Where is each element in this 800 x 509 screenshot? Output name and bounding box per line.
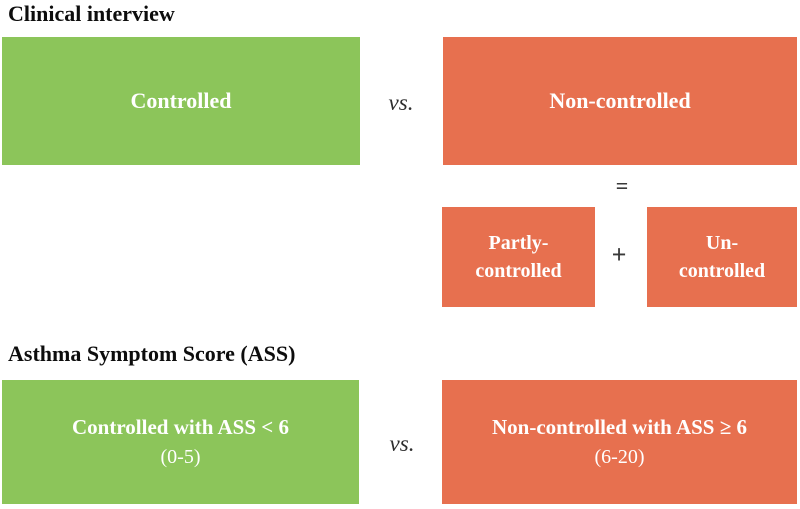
- equals-sign: =: [615, 173, 629, 198]
- un-controlled-box: Un- controlled: [647, 207, 797, 307]
- plus-sign: +: [611, 240, 627, 269]
- partly-controlled-label-line1: Partly-: [488, 232, 549, 254]
- versus-text-top: vs.: [388, 90, 414, 115]
- un-controlled-label-line1: Un-: [705, 232, 739, 254]
- partly-controlled-box: Partly- controlled: [442, 207, 595, 307]
- non-controlled-box-label: Non-controlled: [549, 88, 691, 113]
- controlled-box-label: Controlled: [130, 88, 232, 113]
- non-controlled-ass-box-label: Non-controlled with ASS ≥ 6: [491, 415, 747, 439]
- non-controlled-ass-box-range: (6-20): [594, 446, 645, 468]
- controlled-ass-box-range: (0-5): [160, 446, 201, 468]
- versus-text-bottom: vs.: [389, 431, 415, 456]
- section-title-clinical-interview: Clinical interview: [8, 1, 175, 26]
- non-controlled-ass-box: Non-controlled with ASS ≥ 6 (6-20): [442, 380, 797, 504]
- controlled-ass-box-label: Controlled with ASS < 6: [72, 415, 289, 439]
- controlled-ass-box: Controlled with ASS < 6 (0-5): [2, 380, 359, 504]
- section-title-asthma-symptom-score: Asthma Symptom Score (ASS): [8, 341, 296, 366]
- un-controlled-label-line2: controlled: [678, 260, 766, 282]
- controlled-box: Controlled: [2, 37, 360, 165]
- partly-controlled-label-line2: controlled: [475, 260, 562, 282]
- non-controlled-box: Non-controlled: [443, 37, 797, 165]
